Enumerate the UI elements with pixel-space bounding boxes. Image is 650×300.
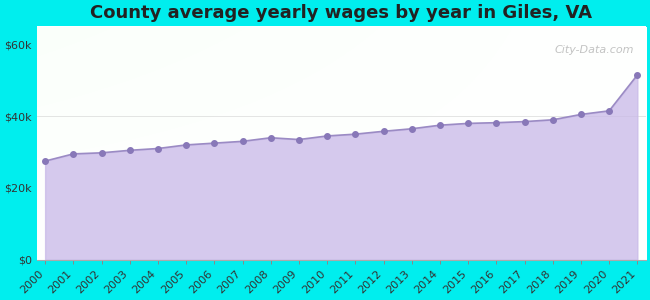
Title: County average yearly wages by year in Giles, VA: County average yearly wages by year in G… xyxy=(90,4,592,22)
Text: City-Data.com: City-Data.com xyxy=(554,45,634,55)
